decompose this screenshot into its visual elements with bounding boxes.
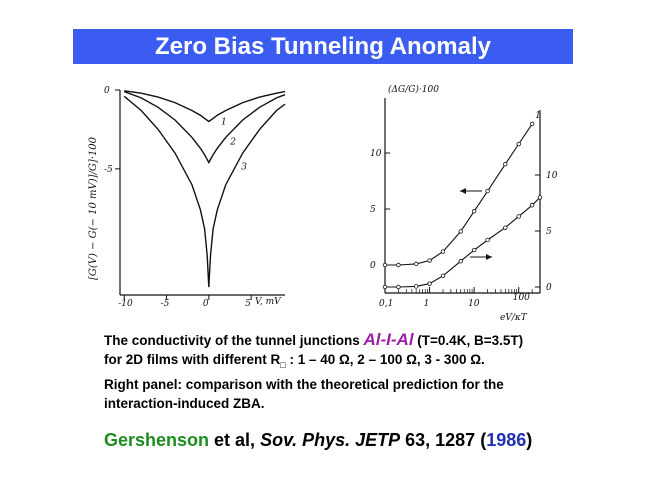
right-x-tick-label: 1 xyxy=(424,299,430,309)
right-series-2-point xyxy=(382,284,388,290)
right-ticks xyxy=(384,152,541,293)
citation-etal: et al, xyxy=(209,430,261,450)
description-line-1: The conductivity of the tunnel junctions… xyxy=(104,330,574,350)
left-series-label-2: 2 xyxy=(229,138,236,148)
left-x-tick-label: 0 xyxy=(203,299,209,309)
left-y-tick-label: -5 xyxy=(104,165,113,175)
left-panel: [G(V) − G(− 10 mV)]/G]·100 V, mV -10 -5 … xyxy=(88,86,286,309)
right-x-tick-label: 100 xyxy=(513,293,530,303)
citation-year: 1986 xyxy=(486,430,527,450)
description-text: for 2D films with different R xyxy=(104,352,281,367)
title-bar: Zero Bias Tunneling Anomaly xyxy=(73,29,573,64)
right-axis-arrow xyxy=(470,254,492,260)
right-series-2-line xyxy=(385,197,541,288)
citation-volume: 63, 1287 ( xyxy=(400,430,487,450)
right-x-axis-label: eV/κT xyxy=(500,313,528,323)
left-series-label-1: 1 xyxy=(221,117,227,127)
right-right-y-tick-label: 5 xyxy=(546,227,552,237)
right-left-y-tick-label: 5 xyxy=(370,205,376,215)
right-series-1-point xyxy=(413,261,419,267)
left-x-tick-label: -10 xyxy=(118,299,133,309)
right-series-1-point xyxy=(471,209,477,214)
citation-journal: Sov. Phys. JETP xyxy=(260,430,401,450)
right-x-tick-label: 0,1 xyxy=(379,299,393,309)
right-series-1-point xyxy=(440,249,446,254)
left-series-1-line xyxy=(124,90,286,123)
citation-author: Gershenson xyxy=(104,430,210,450)
description-line-4: interaction-induced ZBA. xyxy=(104,396,265,411)
citation: Gershenson et al, Sov. Phys. JETP 63, 12… xyxy=(104,430,532,451)
left-curves xyxy=(123,90,286,288)
right-series-1-point xyxy=(485,188,490,194)
right-series-1-point xyxy=(503,161,508,167)
right-x-tick-label: 10 xyxy=(468,299,480,309)
left-x-tick-label: 5 xyxy=(245,299,251,309)
left-series-2-line xyxy=(123,90,286,164)
right-series-2-point xyxy=(471,247,477,253)
right-series-2-point xyxy=(537,195,543,200)
figure-description: The conductivity of the tunnel junctions… xyxy=(104,330,574,413)
right-y-axis-label: (ΔG/G)·100 xyxy=(388,84,439,95)
left-y-tick-label: 0 xyxy=(104,86,110,96)
right-series-1-point xyxy=(516,141,521,147)
right-left-y-tick-label: 10 xyxy=(370,149,382,159)
right-series-2-point xyxy=(427,281,432,286)
right-right-y-tick-label: 10 xyxy=(546,171,558,181)
right-left-y-tick-label: 0 xyxy=(370,261,376,271)
right-series-1-point xyxy=(382,262,388,268)
right-series-2-point xyxy=(413,284,419,289)
left-y-axis-label: [G(V) − G(− 10 mV)]/G]·100 xyxy=(88,136,99,280)
right-series-label-1: 1 xyxy=(535,111,541,121)
square-subscript: □ xyxy=(280,360,286,370)
description-text: The conductivity of the tunnel junctions xyxy=(104,333,364,348)
left-ticks xyxy=(115,89,252,300)
description-line-3: Right panel: comparison with the theoret… xyxy=(104,377,504,392)
description-line-2: for 2D films with different R□ : 1 – 40 … xyxy=(104,350,574,375)
right-panel: (ΔG/G)·100 eV/κT 0,1 1 10 100 0 5 10 0 5… xyxy=(370,84,558,323)
description-text: (T=0.4K, B=3.5T) xyxy=(413,333,524,348)
right-series-2-point xyxy=(516,214,521,219)
left-x-tick-label: -5 xyxy=(161,299,170,309)
right-series-1-point xyxy=(458,229,463,234)
right-series-2-point xyxy=(485,237,490,243)
right-series-2-point xyxy=(529,203,535,208)
right-curves xyxy=(382,121,543,290)
right-right-y-tick-label: 0 xyxy=(546,283,552,293)
left-x-axis-label: V, mV xyxy=(255,297,282,307)
right-series-2-point xyxy=(458,259,463,264)
left-series-label-3: 3 xyxy=(241,162,247,172)
junction-highlight: Al-I-Al xyxy=(363,330,414,349)
right-series-2-point xyxy=(503,225,508,230)
right-series-1-line xyxy=(385,123,533,266)
description-text: : 1 – 40 Ω, 2 – 100 Ω, 3 - 300 Ω. xyxy=(285,352,485,367)
right-series-1-point xyxy=(529,121,535,127)
right-series-1-point xyxy=(427,258,432,263)
left-series-3-line xyxy=(123,95,286,288)
right-series-2-point xyxy=(396,284,401,290)
citation-close: ) xyxy=(526,430,533,450)
right-series-1-point xyxy=(396,262,401,268)
right-series-2-point xyxy=(440,273,446,278)
left-axis-arrow xyxy=(460,188,482,194)
slide-title: Zero Bias Tunneling Anomaly xyxy=(154,32,492,60)
